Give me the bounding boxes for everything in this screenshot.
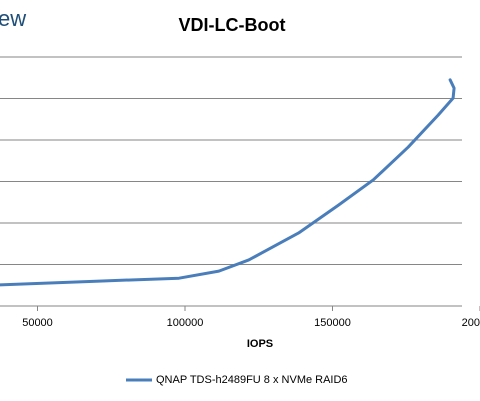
watermark: ew bbox=[0, 6, 26, 31]
x-tick-label: 50000 bbox=[22, 317, 53, 329]
x-tick-label: 100000 bbox=[167, 317, 204, 329]
x-tick-label: 150000 bbox=[314, 317, 351, 329]
x-axis-label: IOPS bbox=[247, 338, 273, 350]
x-tick-label: 200000 bbox=[462, 317, 480, 329]
chart-title: VDI-LC-Boot bbox=[179, 15, 286, 35]
legend-label: QNAP TDS-h2489FU 8 x NVMe RAID6 bbox=[156, 374, 348, 386]
data-line bbox=[0, 78, 456, 287]
